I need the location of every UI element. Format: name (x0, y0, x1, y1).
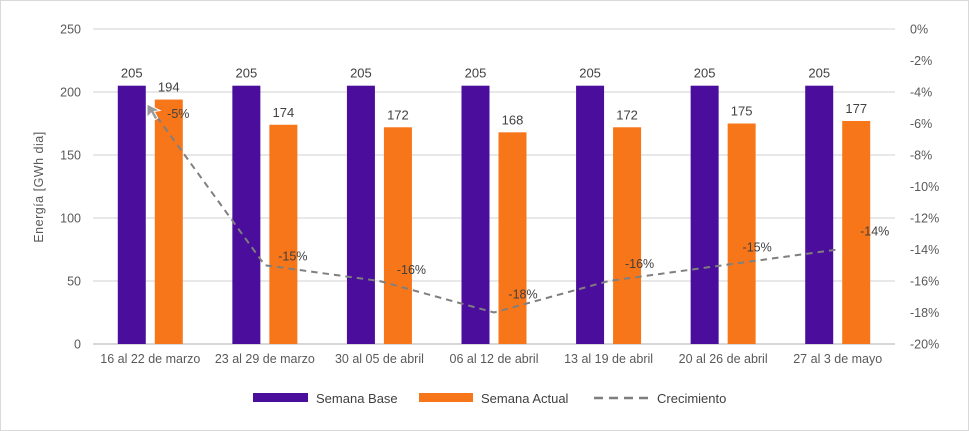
y-right-tick-label: 0% (910, 23, 928, 37)
y-axis-title: Energía [GWh dia] (32, 131, 46, 242)
line-point-label: -15% (278, 249, 307, 263)
line-point-label: -16% (397, 263, 426, 277)
bar-label-base: 205 (121, 66, 143, 81)
bar-label-actual: 168 (502, 112, 524, 127)
y-left-tick-label: 0 (74, 338, 81, 352)
x-category-label: 30 al 05 de abril (335, 352, 424, 366)
y-right-tick-label: -12% (910, 212, 939, 226)
line-point-label: -18% (508, 288, 537, 302)
bar-label-actual: 194 (158, 80, 180, 95)
bar-semana-actual[interactable] (842, 120, 871, 344)
x-category-label: 23 al 29 de marzo (215, 352, 315, 366)
bar-label-base: 205 (350, 66, 372, 81)
x-category-label: 20 al 26 de abril (679, 352, 768, 366)
bar-semana-actual[interactable] (498, 132, 527, 344)
y-left-tick-label: 50 (67, 275, 81, 289)
bar-label-actual: 175 (731, 104, 753, 119)
line-point-label: -16% (625, 257, 654, 271)
x-category-label: 06 al 12 de abril (450, 352, 539, 366)
bar-semana-base[interactable] (690, 85, 719, 344)
y-left-tick-label: 100 (60, 212, 81, 226)
bar-semana-base[interactable] (117, 85, 146, 344)
bar-semana-actual[interactable] (727, 123, 756, 345)
y-right-tick-label: -8% (910, 149, 932, 163)
line-point-label: -14% (860, 225, 889, 239)
y-right-tick-label: -6% (910, 117, 932, 131)
x-category-label: 27 al 3 de mayo (793, 352, 882, 366)
legend-swatch-semana-actual[interactable] (419, 393, 473, 402)
y-right-tick-label: -16% (910, 275, 939, 289)
bar-semana-base[interactable] (576, 85, 605, 344)
y-left-tick-label: 200 (60, 86, 81, 100)
bar-label-base: 205 (808, 66, 830, 81)
y-left-tick-label: 250 (60, 23, 81, 37)
y-right-tick-label: -4% (910, 86, 932, 100)
bar-semana-actual[interactable] (154, 99, 183, 344)
bar-label-base: 205 (579, 66, 601, 81)
bar-label-actual: 172 (387, 107, 409, 122)
line-point-label: -5% (167, 107, 189, 121)
x-category-label: 16 al 22 de marzo (100, 352, 200, 366)
bar-label-base: 205 (694, 66, 716, 81)
legend-label-crecimiento: Crecimiento (657, 391, 726, 406)
bar-semana-actual[interactable] (383, 127, 412, 344)
y-right-tick-label: -14% (910, 243, 939, 257)
bar-label-actual: 174 (273, 105, 295, 120)
crecimiento-line[interactable] (149, 107, 838, 314)
legend-swatch-semana-base[interactable] (253, 393, 308, 402)
bar-semana-actual[interactable] (269, 124, 298, 344)
bar-semana-base[interactable] (232, 85, 261, 344)
bar-semana-base[interactable] (461, 85, 490, 344)
y-right-tick-label: -2% (910, 54, 932, 68)
legend-label-semana-base: Semana Base (316, 391, 398, 406)
y-right-tick-label: -18% (910, 306, 939, 320)
bar-label-base: 205 (465, 66, 487, 81)
bar-semana-actual[interactable] (613, 127, 642, 344)
y-left-tick-label: 150 (60, 149, 81, 163)
bar-semana-base[interactable] (805, 85, 834, 344)
x-category-label: 13 al 19 de abril (564, 352, 653, 366)
bar-label-base: 205 (236, 66, 258, 81)
bar-semana-base[interactable] (346, 85, 375, 344)
y-right-tick-label: -10% (910, 180, 939, 194)
mouse-arrow-pointer-icon (146, 103, 162, 121)
bar-label-actual: 177 (845, 101, 867, 116)
line-point-label: -15% (743, 240, 772, 254)
legend-label-semana-actual: Semana Actual (481, 391, 569, 406)
y-right-tick-label: -20% (910, 338, 939, 352)
bar-label-actual: 172 (616, 107, 638, 122)
